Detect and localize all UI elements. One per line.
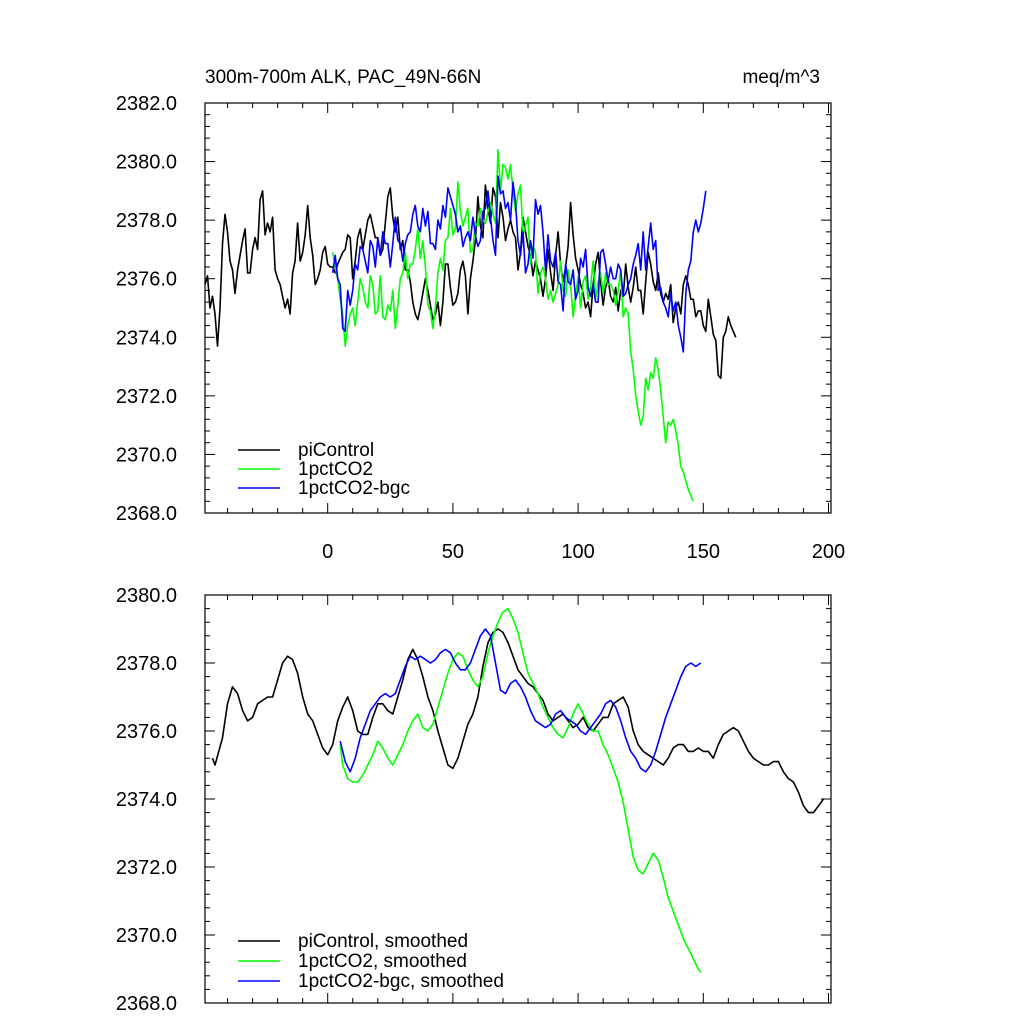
y-tick-label: 2368.0	[116, 993, 177, 1015]
y-tick-label: 2370.0	[116, 925, 177, 947]
legend-label: 1pctCO2-bgc, smoothed	[298, 971, 504, 992]
y-tick-label: 2374.0	[116, 327, 177, 349]
y-tick-label: 2378.0	[116, 210, 177, 232]
y-tick-label: 2376.0	[116, 721, 177, 743]
legend-label: 1pctCO2-bgc	[298, 478, 410, 499]
y-tick-label: 2370.0	[116, 444, 177, 466]
y-tick-label: 2368.0	[116, 503, 177, 525]
x-tick-label: 100	[561, 541, 594, 563]
legend-label: piControl, smoothed	[298, 931, 468, 952]
legend-label: 1pctCO2, smoothed	[298, 951, 467, 972]
series-line-picontrol	[204, 184, 737, 380]
y-tick-label: 2380.0	[116, 585, 177, 607]
x-tick-label: 0	[322, 541, 333, 563]
legend-label: piControl	[298, 440, 374, 461]
legend-label: 1pctCO2	[298, 459, 373, 480]
x-tick-label: 150	[687, 541, 720, 563]
y-tick-label: 2376.0	[116, 269, 177, 291]
series-line-1pctco2-bgc	[331, 175, 707, 353]
series-line-1pctco2-smoothed	[339, 607, 702, 973]
plot-frame	[204, 102, 832, 514]
series-line-picontrol-smoothed	[211, 628, 825, 814]
chart-title: 300m-700m ALK, PAC_49N-66N	[205, 67, 481, 88]
y-tick-label: 2380.0	[116, 152, 177, 174]
y-tick-label: 2374.0	[116, 789, 177, 811]
y-tick-label: 2382.0	[116, 93, 177, 115]
bottom-panel: 2368.0 2370.0 2372.0 2374.0 2376.0 2378.0 2380…	[116, 585, 832, 1015]
units-label: meq/m^3	[742, 67, 820, 88]
x-tick-label: 50	[442, 541, 464, 563]
top-panel: 0 50 100 150 200 2368.0 2370.0 2372.0 2374.0 2376…	[116, 93, 845, 563]
y-tick-label: 2378.0	[116, 653, 177, 675]
y-tick-label: 2372.0	[116, 386, 177, 408]
series-line-1pctco2-bgc-smoothed	[339, 628, 702, 773]
y-tick-label: 2372.0	[116, 857, 177, 879]
x-tick-label: 200	[812, 541, 845, 563]
